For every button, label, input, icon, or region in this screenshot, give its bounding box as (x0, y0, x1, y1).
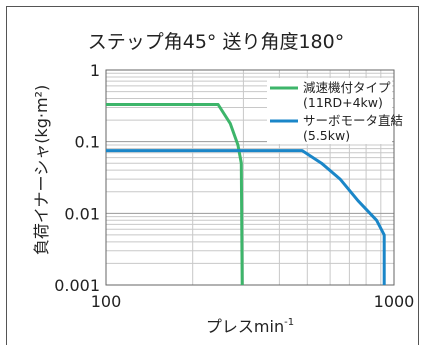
legend: 減速機付タイプ (11RD+4kw) サーボモータ直結 (5.5kw) (267, 78, 403, 144)
legend-label-servo-line1: サーボモータ直結 (303, 113, 403, 128)
series-line-1 (106, 149, 386, 285)
x-tick-label: 1000 (374, 292, 415, 311)
series-group (106, 103, 386, 286)
y-tick-label: 0.01 (64, 204, 100, 223)
series-line-0 (106, 103, 244, 286)
frame-left-border (6, 6, 7, 345)
legend-label-gear-line2: (11RD+4kw) (303, 95, 383, 110)
y-axis-label: 負荷イナーシャ(kg·m²) (32, 85, 51, 255)
chart-title: ステップ角45° 送り角度180° (88, 31, 344, 53)
frame-right-border (418, 6, 419, 345)
x-tick-labels: 100 1000 (91, 292, 415, 311)
y-tick-label: 1 (90, 61, 100, 80)
y-tick-label: 0.1 (75, 133, 100, 152)
y-tick-labels: 1 0.1 0.01 0.001 (54, 61, 100, 295)
x-axis-label-superscript: -1 (284, 317, 294, 328)
legend-label-gear-line1: 減速機付タイプ (303, 80, 391, 95)
legend-label-servo-line2: (5.5kw) (303, 128, 350, 143)
frame-top-border (6, 6, 418, 7)
x-axis-label: プレスmin-1 (206, 317, 294, 336)
x-axis-label-main: プレスmin (206, 317, 284, 336)
plot-area (105, 69, 395, 286)
x-tick-label: 100 (91, 292, 122, 311)
y-tick-label: 0.001 (54, 276, 100, 295)
